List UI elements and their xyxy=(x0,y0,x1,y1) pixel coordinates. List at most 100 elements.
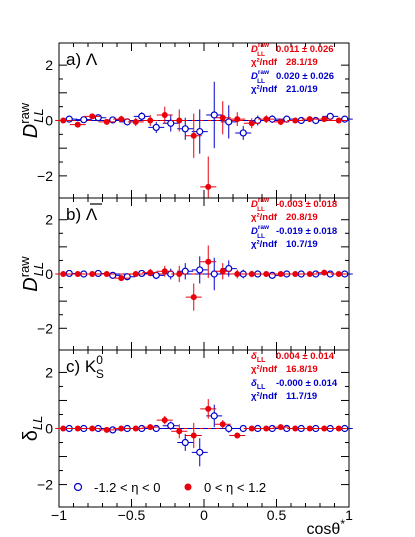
data-point xyxy=(292,117,299,124)
data-point xyxy=(176,117,183,124)
data-point xyxy=(132,118,139,125)
panel-label: a) Λ xyxy=(66,50,98,69)
legend: -1.2 < η < 0 0 < η < 1.2 xyxy=(73,480,266,495)
data-point xyxy=(210,111,218,119)
data-point xyxy=(225,424,233,433)
data-point xyxy=(80,116,88,124)
data-point xyxy=(321,116,328,123)
data-point xyxy=(176,428,183,435)
y-tick-label: −2 xyxy=(37,320,53,336)
data-point xyxy=(60,425,67,432)
x-tick-label: 0 xyxy=(200,507,208,523)
y-tick-label: 2 xyxy=(45,364,53,380)
data-point xyxy=(94,269,102,278)
panel-particle: K xyxy=(85,357,97,376)
data-point xyxy=(161,268,168,275)
panel-3: −2 0 2 c) K0 S δLL 0.004 ± 0.014 χ²/ndf 16.8/19 δ… xyxy=(20,349,353,508)
data-point xyxy=(65,269,73,278)
x-tick-label: 1 xyxy=(345,507,353,523)
stat-chi-value: 11.7/19 xyxy=(286,391,317,402)
data-point xyxy=(277,118,284,125)
stat-chi-label: χ²/ndf xyxy=(251,391,278,402)
y-axis-title: δLL xyxy=(20,416,45,442)
stat-chi-label: χ²/ndf xyxy=(251,239,278,250)
stat-chi-value: 16.8/19 xyxy=(286,364,318,375)
data-point xyxy=(234,116,241,123)
data-point xyxy=(190,432,197,439)
data-point xyxy=(234,432,241,439)
data-point xyxy=(89,425,96,432)
data-point xyxy=(181,267,189,275)
y-tick-label: 0 xyxy=(45,266,53,282)
data-point xyxy=(152,123,160,132)
data-point xyxy=(268,271,276,279)
data-point xyxy=(89,271,96,277)
data-point xyxy=(74,271,81,277)
stat-value: 0.020 ± 0.026 xyxy=(276,71,334,82)
data-point xyxy=(74,425,81,432)
data-point xyxy=(263,116,270,123)
stat-chi-value: 10.7/19 xyxy=(286,239,318,250)
data-point xyxy=(306,425,313,432)
data-point xyxy=(167,119,175,127)
series-pos-eta xyxy=(55,245,347,311)
data-point xyxy=(94,114,102,122)
data-point xyxy=(74,121,81,128)
data-point xyxy=(277,271,284,277)
data-point xyxy=(312,116,320,125)
data-point xyxy=(335,271,342,277)
data-point xyxy=(263,425,270,432)
data-point xyxy=(118,116,125,123)
data-point xyxy=(181,438,189,447)
y-tick-label: 2 xyxy=(45,57,53,73)
panel-particle: Λ xyxy=(86,205,98,224)
data-point xyxy=(65,115,73,123)
panel-label: c) K0 S xyxy=(66,353,104,381)
data-point xyxy=(152,271,160,279)
data-point xyxy=(248,120,255,127)
data-point xyxy=(210,270,218,278)
data-point xyxy=(103,271,110,277)
y-axis-title: DrawLL xyxy=(17,102,46,138)
data-point xyxy=(123,273,131,281)
series-pos-eta xyxy=(55,101,347,198)
data-point xyxy=(306,271,313,277)
stat-symbol: Draw LL xyxy=(251,224,270,240)
data-point xyxy=(103,118,110,125)
data-point xyxy=(161,417,168,424)
data-point xyxy=(196,266,204,274)
stat-symbol: Draw LL xyxy=(251,69,270,85)
data-point xyxy=(292,425,299,432)
data-point xyxy=(190,294,197,301)
data-point xyxy=(205,405,212,412)
data-point xyxy=(277,424,284,431)
data-point xyxy=(118,275,125,282)
data-point xyxy=(283,115,291,123)
data-point xyxy=(234,271,241,277)
data-point xyxy=(335,425,342,432)
data-point xyxy=(103,426,110,433)
x-tick-label: −0.5 xyxy=(118,507,146,523)
data-point xyxy=(181,125,189,133)
data-point xyxy=(341,115,349,123)
y-axis-title: DrawLL xyxy=(17,256,46,292)
stat-value: -0.000 ± 0.014 xyxy=(276,378,338,389)
panel-1: −2 0 2 a) Λ Draw LL 0.011 ± 0.026 χ²/ndf 28.1/19… xyxy=(17,42,353,199)
data-point xyxy=(292,271,299,277)
legend-marker-filled xyxy=(184,483,192,491)
stat-value: 0.004 ± 0.014 xyxy=(276,351,335,362)
data-point xyxy=(60,271,67,277)
stat-chi-value: 21.0/19 xyxy=(286,84,318,95)
data-point xyxy=(138,269,146,278)
x-axis-title: cosθ* xyxy=(307,517,346,537)
data-point xyxy=(147,424,154,431)
panel-label: b) Λ xyxy=(66,205,98,224)
stat-chi-label: χ²/ndf xyxy=(251,57,278,68)
data-point xyxy=(152,424,160,433)
data-point xyxy=(118,425,125,432)
data-point xyxy=(138,112,146,120)
legend-label: -1.2 < η < 0 xyxy=(94,480,161,495)
data-point xyxy=(196,127,204,136)
y-tick-label: 0 xyxy=(45,421,53,437)
